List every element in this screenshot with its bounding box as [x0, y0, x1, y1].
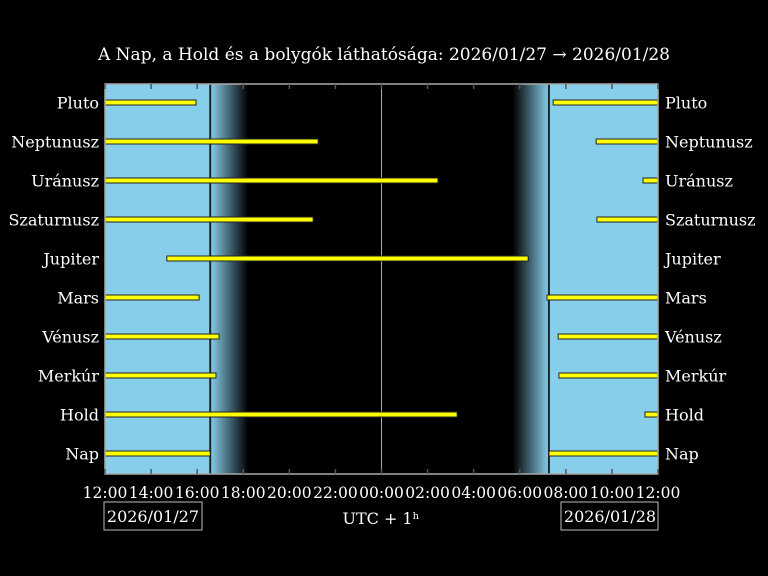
- visibility-bar-mars: [104, 294, 200, 301]
- visibility-bar-szaturnusz: [596, 216, 659, 223]
- y-label-left: Szaturnusz: [8, 211, 99, 230]
- y-label-left: Jupiter: [41, 250, 99, 269]
- x-tick-label: 06:00: [497, 484, 542, 502]
- twilight-dusk: [210, 84, 249, 474]
- twilight-dawn: [512, 84, 549, 474]
- plot-area: Pluto Pluto Neptunusz Neptunusz Uránusz Uránu…: [8, 83, 756, 502]
- date-box-left: [103, 501, 203, 531]
- y-label-right: Nap: [665, 445, 699, 464]
- y-label-right: Merkúr: [665, 367, 727, 386]
- y-label-right: Jupiter: [663, 250, 721, 269]
- x-tick-label: 08:00: [543, 484, 588, 502]
- visibility-bar-pluto: [104, 99, 197, 106]
- y-label-left: Nap: [65, 445, 99, 464]
- visibility-bar-szaturnusz: [104, 216, 314, 223]
- visibility-bar-hold: [644, 411, 659, 418]
- y-label-right: Neptunusz: [665, 133, 753, 152]
- x-tick-label: 12:00: [636, 484, 681, 502]
- visibility-bar-jupiter: [166, 255, 529, 262]
- chart-title: A Nap, a Hold és a bolygók láthatósága: …: [97, 45, 670, 65]
- visibility-bar-merkúr: [558, 372, 659, 379]
- y-label-left: Uránusz: [31, 172, 99, 191]
- visibility-bar-nap: [104, 450, 211, 457]
- y-label-right: Mars: [665, 289, 707, 308]
- visibility-bar-uránusz: [104, 177, 439, 184]
- x-tick-label: 16:00: [175, 484, 220, 502]
- y-label-left: Pluto: [57, 94, 99, 113]
- day-region-left: [105, 84, 211, 474]
- y-label-right: Hold: [665, 406, 704, 425]
- x-tick-label: 10:00: [590, 484, 635, 502]
- day-region-right: [548, 84, 658, 474]
- x-tick-label: 02:00: [405, 484, 450, 502]
- date-label-right: 2026/01/28: [564, 507, 656, 526]
- x-tick-label: 00:00: [359, 484, 404, 502]
- y-label-right: Uránusz: [665, 172, 733, 191]
- x-tick-label: 04:00: [451, 484, 496, 502]
- visibility-bar-neptunusz: [104, 138, 319, 145]
- x-tick-label: 18:00: [221, 484, 266, 502]
- x-tick-label: 14:00: [129, 484, 174, 502]
- x-tick-label: 12:00: [83, 484, 128, 502]
- visibility-bar-vénusz: [104, 333, 220, 340]
- y-label-left: Neptunusz: [11, 133, 99, 152]
- x-tick-label: 20:00: [267, 484, 312, 502]
- y-label-right: Szaturnusz: [665, 211, 756, 230]
- visibility-bar-mars: [546, 294, 659, 301]
- y-label-right: Vénusz: [664, 328, 722, 347]
- y-label-left: Merkúr: [38, 367, 100, 386]
- x-axis-label: UTC + 1ʰ: [342, 509, 419, 528]
- y-label-right: Pluto: [665, 94, 707, 113]
- visibility-bar-merkúr: [104, 372, 217, 379]
- visibility-bar-uránusz: [642, 177, 659, 184]
- visibility-bar-pluto: [552, 99, 659, 106]
- x-tick-label: 22:00: [313, 484, 358, 502]
- visibility-bar-nap: [548, 450, 659, 457]
- visibility-bar-hold: [104, 411, 458, 418]
- y-label-left: Mars: [57, 289, 99, 308]
- date-box-right: [560, 501, 659, 531]
- date-label-left: 2026/01/27: [107, 507, 199, 526]
- visibility-bar-neptunusz: [595, 138, 659, 145]
- y-label-left: Vénusz: [41, 328, 99, 347]
- visibility-bar-vénusz: [557, 333, 659, 340]
- y-label-left: Hold: [60, 406, 99, 425]
